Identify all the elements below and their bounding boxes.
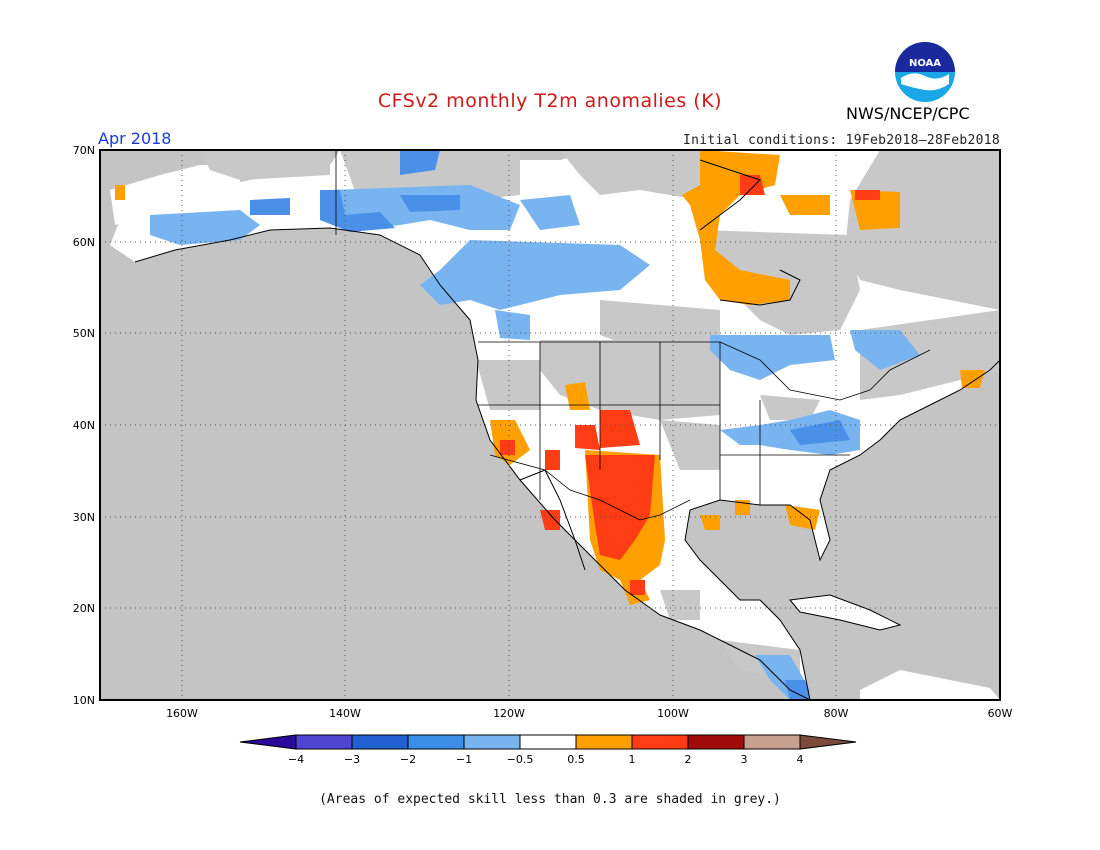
lat-label-50n: 50N <box>73 327 95 340</box>
forecast-month: Apr 2018 <box>98 129 172 148</box>
lon-label-140w: 140W <box>329 707 361 720</box>
initial-conditions: Initial conditions: 19Feb2018–28Feb2018 <box>683 133 1000 148</box>
skill-footnote: (Areas of expected skill less than 0.3 a… <box>319 792 781 807</box>
land-alaska-west <box>110 165 240 225</box>
lat-label-60n: 60N <box>73 236 95 249</box>
land-cuba <box>790 595 900 630</box>
lat-label-30n: 30N <box>73 511 95 524</box>
map-title: CFSv2 monthly T2m anomalies (K) <box>377 90 723 112</box>
noaa-logo-icon: NOAA <box>895 42 955 102</box>
anomaly-blue <box>250 150 850 700</box>
lon-label-60w: 60W <box>988 707 1013 720</box>
lon-label-160w: 160W <box>166 707 198 720</box>
logo-text: NOAA <box>909 58 941 69</box>
anomaly-light-blue <box>150 185 920 700</box>
map-frame <box>99 149 1001 701</box>
lat-label-40n: 40N <box>73 419 95 432</box>
lon-tick-labels: 160W 140W 120W 100W 80W 60W <box>166 707 1012 720</box>
lat-label-70n: 70N <box>73 144 95 157</box>
coastlines <box>134 159 1000 700</box>
lon-label-120w: 120W <box>493 707 525 720</box>
anomaly-red <box>500 175 880 595</box>
lat-label-10n: 10N <box>73 694 95 707</box>
political-borders <box>335 150 931 521</box>
lat-label-20n: 20N <box>73 602 95 615</box>
lon-label-100w: 100W <box>657 707 689 720</box>
agency-label: NWS/NCEP/CPC <box>846 104 970 123</box>
graticule <box>100 150 1000 700</box>
lat-tick-labels: 70N 60N 50N 40N 30N 20N 10N <box>73 144 95 707</box>
land-south-america <box>860 670 1000 700</box>
lon-label-80w: 80W <box>824 707 849 720</box>
